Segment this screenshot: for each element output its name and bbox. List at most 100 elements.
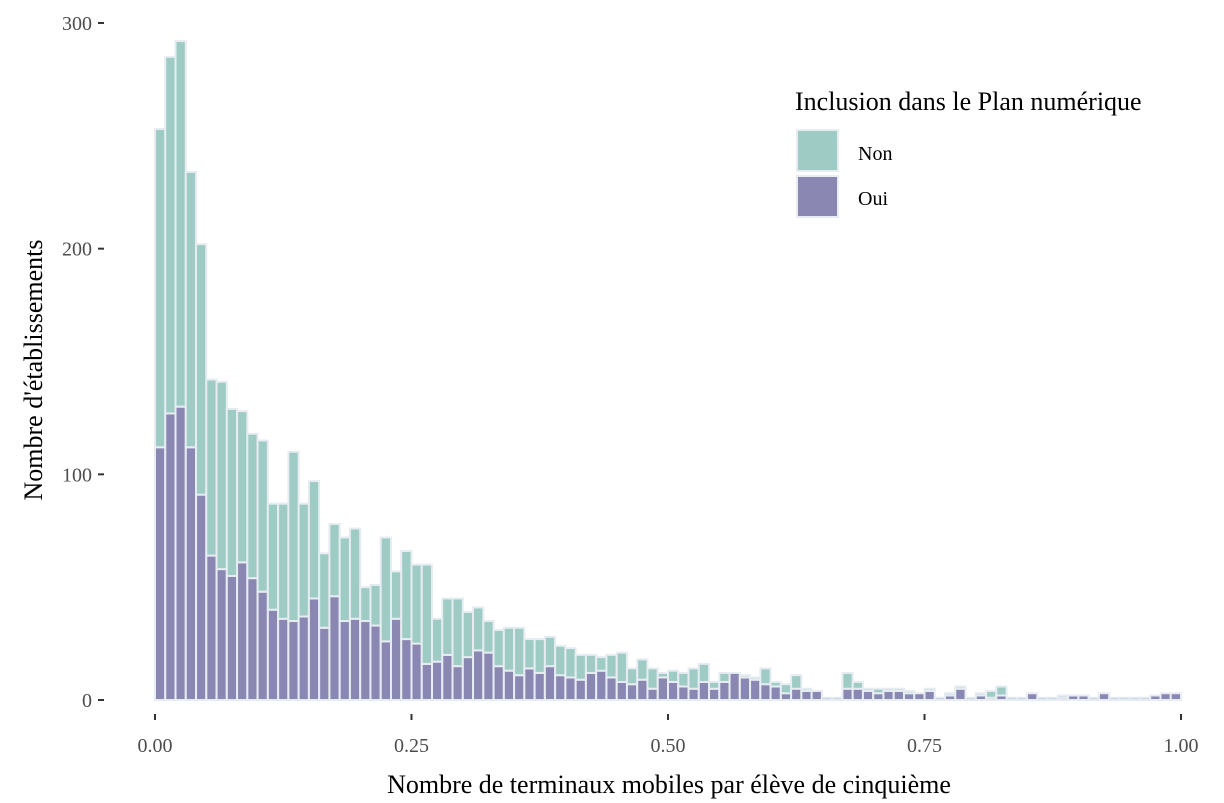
bar-non-7 [225,407,239,577]
bar-non-45 [615,651,628,683]
bar-oui-17 [328,595,341,702]
bar-oui-11 [266,608,280,702]
bar-non-53 [697,662,711,683]
bar-oui-30 [461,656,475,702]
bar-non-15 [307,480,321,600]
bar-oui-24 [400,638,413,702]
bar-non-31 [472,606,485,652]
bar-oui-44 [605,676,618,702]
bar-oui-92 [1097,692,1111,701]
bar-oui-35 [513,674,526,702]
bar-non-27 [431,617,444,663]
bar-non-71 [882,687,895,692]
x-tick-label-1: 0.25 [394,735,429,757]
legend-key-oui [796,175,839,218]
bar-oui-42 [584,671,598,701]
bar-non-36 [523,638,536,670]
bar-oui-98 [1159,692,1172,701]
bar-non-0 [154,128,167,449]
bar-oui-37 [533,671,546,701]
bar-oui-38 [543,665,557,702]
bar-oui-59 [759,683,772,701]
bar-oui-43 [595,669,608,701]
bar-non-13 [287,450,300,623]
bar-non-46 [625,667,639,686]
bar-oui-70 [872,692,885,701]
bar-non-61 [779,683,793,695]
y-tick-label-3: 300 [62,13,92,35]
bar-oui-41 [574,678,587,702]
y-tick-label-2: 200 [62,239,92,261]
bar-non-19 [348,527,362,620]
bar-oui-93 [1108,696,1121,702]
bar-non-41 [574,653,587,681]
bar-non-67 [841,671,854,690]
bar-non-10 [256,439,269,593]
bar-oui-48 [646,687,659,702]
bar-oui-31 [472,649,485,701]
bar-non-6 [215,380,228,571]
bar-non-3 [184,170,198,449]
bar-non-20 [359,586,372,623]
bar-oui-14 [297,615,310,702]
bar-oui-19 [348,617,362,702]
bar-oui-7 [225,574,239,702]
bar-oui-87 [1046,696,1059,702]
bar-non-52 [687,667,700,690]
bar-oui-67 [841,687,854,702]
bar-non-51 [677,671,690,688]
bar-oui-15 [307,597,321,702]
legend-label-oui: Oui [858,188,888,210]
bar-oui-55 [718,680,731,701]
bar-oui-91 [1087,696,1100,702]
bar-non-43 [595,656,608,672]
bar-non-2 [174,40,187,408]
bar-non-58 [749,676,762,681]
bar-oui-5 [205,554,218,701]
x-axis: 0.00 0.25 0.50 0.75 1.00 [138,714,1199,757]
bar-oui-46 [625,683,639,701]
bar-non-23 [389,570,403,620]
bar-oui-96 [1138,696,1152,702]
legend-key-non [796,129,839,172]
bar-non-9 [246,432,259,580]
bar-oui-75 [923,689,936,701]
bar-non-33 [492,629,505,668]
bar-non-54 [708,680,721,690]
bar-non-26 [420,563,434,665]
bar-oui-79 [964,696,977,702]
bar-oui-69 [861,689,875,701]
bar-non-17 [328,522,341,598]
bar-non-57 [738,674,752,679]
y-tick-label-0: 0 [82,690,92,712]
bar-oui-29 [451,665,464,702]
bar-non-11 [266,502,280,611]
bar-non-29 [451,597,464,668]
bar-oui-53 [697,680,711,701]
y-tick-label-1: 100 [62,464,92,486]
bar-oui-61 [779,692,793,701]
bar-oui-71 [882,689,895,701]
bar-oui-13 [287,620,300,701]
bar-non-35 [513,626,526,677]
bar-non-25 [410,563,423,645]
bar-non-81 [985,689,998,699]
bar-oui-6 [215,568,228,702]
bar-non-72 [892,687,905,692]
bar-oui-27 [431,660,444,701]
bar-oui-90 [1077,694,1090,702]
x-tick-label-4: 1.00 [1164,735,1199,757]
bar-oui-99 [1169,692,1182,701]
bar-non-55 [718,671,731,683]
bar-oui-36 [523,667,536,702]
bar-oui-64 [810,689,823,701]
bar-non-16 [318,552,331,629]
bar-non-47 [636,658,649,681]
bar-oui-74 [913,692,926,701]
bar-oui-4 [195,493,208,702]
bar-oui-39 [554,674,567,702]
bar-oui-73 [902,692,916,701]
bar-oui-72 [892,689,905,701]
bar-non-5 [205,378,218,557]
bar-non-34 [502,626,516,672]
